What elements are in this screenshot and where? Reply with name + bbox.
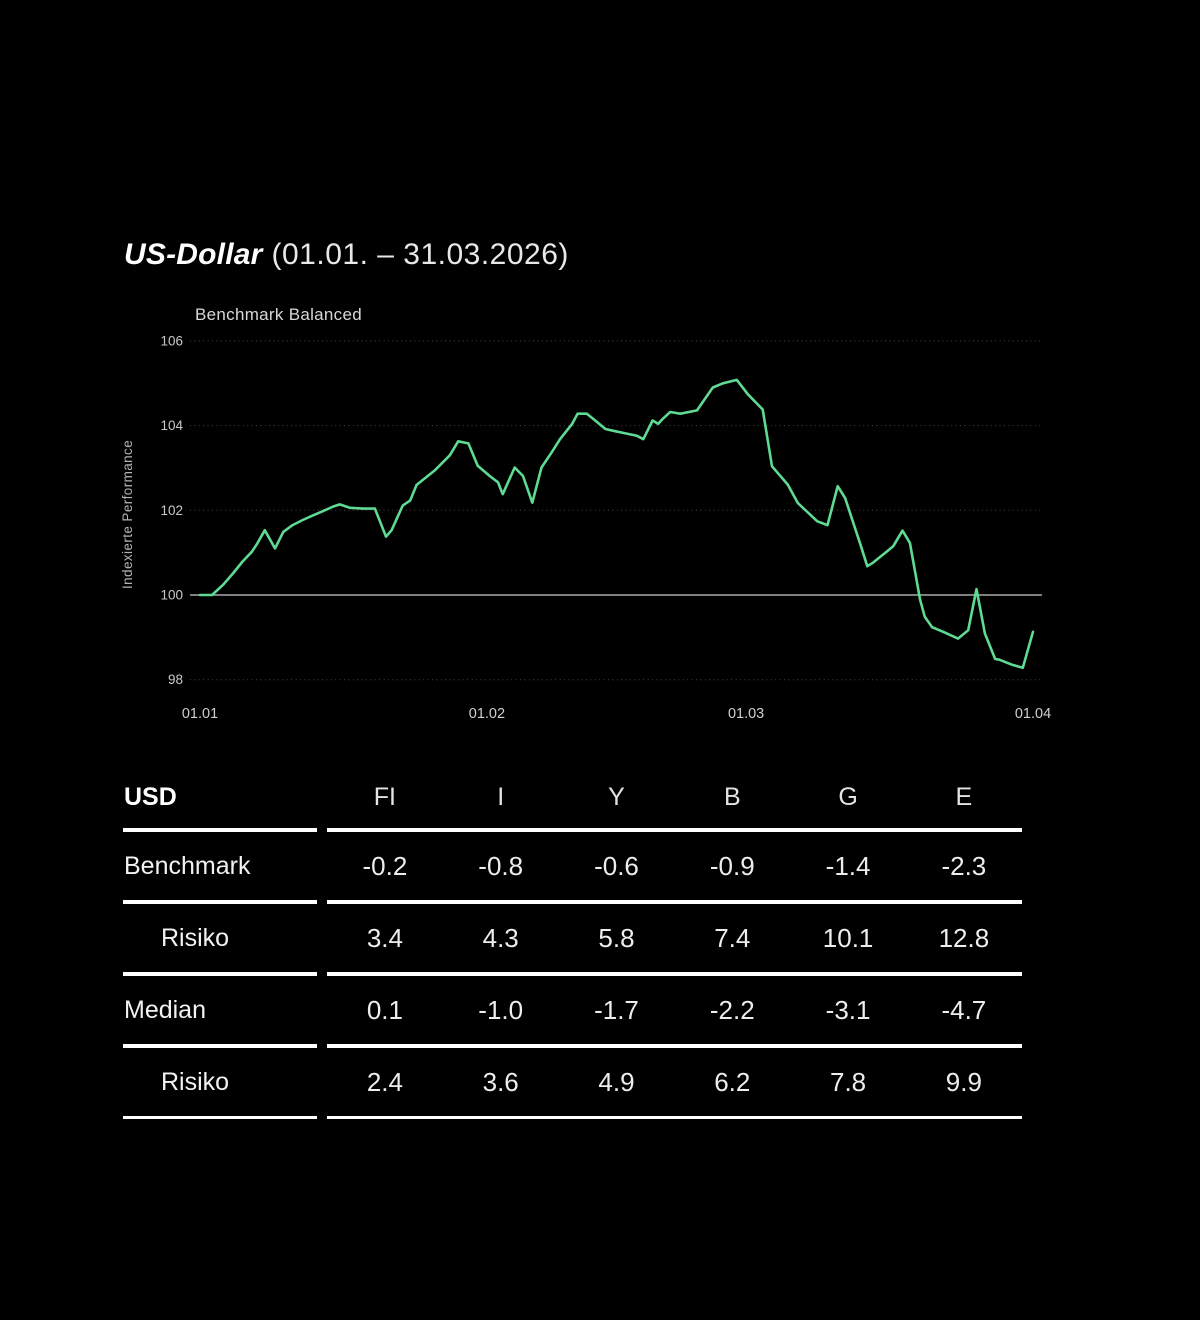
table-cell: -2.2 (709, 994, 755, 1025)
table-cell: 3.6 (482, 1066, 519, 1097)
table-cell: -4.7 (941, 994, 987, 1025)
title-instrument: US-Dollar (124, 238, 263, 271)
table-cell: -0.2 (362, 850, 408, 881)
column-header-B: B (723, 782, 741, 811)
table-cell: 5.8 (598, 922, 635, 953)
page-title: US-Dollar (01.01. – 31.03.2026) (124, 238, 569, 272)
x-tick-01.01: 01.01 (182, 706, 218, 722)
row-label: Benchmark (124, 851, 251, 880)
rule-segment (327, 1116, 1022, 1119)
benchmark-balanced-line (198, 378, 1035, 670)
column-header-G: G (838, 782, 858, 811)
table-cell: 9.9 (945, 1066, 982, 1097)
y-tick-102: 102 (160, 503, 183, 518)
table-cell: -1.7 (594, 994, 639, 1025)
table-row-benchmark-0: Benchmark -0.2 -0.8 -0.6 -0.9 -1.4 -2.3 (123, 832, 1022, 900)
table-cell: 4.3 (482, 922, 519, 953)
title-period: (01.01. – 31.03.2026) (271, 238, 569, 271)
x-tick-01.03: 01.03 (728, 706, 764, 722)
rule-segment (123, 828, 317, 832)
table-cell: 7.4 (714, 922, 751, 953)
table-cell: 6.2 (714, 1066, 751, 1097)
table-rule (123, 900, 1022, 904)
performance-chart: 98 100 102 104 106 01.01 01.02 01.03 01.04 (160, 333, 1051, 722)
table-cell: 2.4 (366, 1066, 403, 1097)
table-rule (123, 828, 1022, 832)
y-axis-tick-labels: 98 100 102 104 106 (160, 333, 183, 687)
table-cell: -2.3 (941, 850, 987, 881)
rule-segment (327, 1044, 1022, 1048)
table-cell: -0.9 (709, 850, 755, 881)
rule-gap (317, 900, 327, 904)
table-rule (123, 1044, 1022, 1048)
rule-gap (317, 1044, 327, 1048)
column-header-FI: FI (373, 782, 396, 811)
table-cell: 10.1 (822, 922, 874, 953)
table-cell: 0.1 (366, 994, 403, 1025)
table-cell: 3.4 (366, 922, 403, 953)
table-cell: -0.6 (594, 850, 639, 881)
table-cell: -1.4 (825, 850, 871, 881)
rule-segment (123, 972, 317, 976)
table-cell: -0.8 (478, 850, 524, 881)
rule-segment (123, 1116, 317, 1119)
table-cell: 7.8 (830, 1066, 867, 1097)
y-tick-100: 100 (160, 588, 183, 603)
gridlines (190, 340, 1042, 681)
table-row-risiko-3: Risiko 2.4 3.6 4.9 6.2 7.8 9.9 (123, 1048, 1022, 1116)
rule-segment (123, 900, 317, 904)
rule-segment (327, 972, 1022, 976)
row-label: Risiko (161, 1067, 230, 1096)
rule-segment (123, 1044, 317, 1048)
x-axis-tick-labels: 01.01 01.02 01.03 01.04 (182, 706, 1051, 722)
column-header-I: I (497, 782, 505, 811)
table-rule (123, 972, 1022, 976)
x-tick-01.02: 01.02 (469, 706, 505, 722)
table-rule (123, 1116, 1022, 1119)
table-header-row: USD FI I Y B G E (123, 766, 1022, 828)
column-header-E: E (955, 782, 973, 811)
row-label: Median (124, 995, 206, 1024)
table-corner-label: USD (124, 782, 177, 811)
rule-gap (317, 1116, 327, 1119)
table-cell: -1.0 (478, 994, 524, 1025)
x-tick-01.04: 01.04 (1015, 706, 1051, 722)
y-tick-98: 98 (168, 672, 183, 687)
row-label: Risiko (161, 923, 230, 952)
table-row-median-2: Median 0.1 -1.0 -1.7 -2.2 -3.1 -4.7 (123, 976, 1022, 1044)
rule-segment (327, 828, 1022, 832)
rule-segment (327, 900, 1022, 904)
risk-return-table: USD FI I Y B G E Benchmark -0.2 -0.8 -0.6 -0.9 -1.4 -… (123, 766, 1022, 1119)
table-cell: 12.8 (938, 922, 990, 953)
table-cell: 4.9 (598, 1066, 635, 1097)
table-cell: -3.1 (825, 994, 871, 1025)
y-tick-106: 106 (160, 333, 183, 348)
series-legend-label: Benchmark Balanced (195, 305, 362, 324)
rule-gap (317, 828, 327, 832)
column-header-Y: Y (608, 782, 625, 811)
table-row-risiko-1: Risiko 3.4 4.3 5.8 7.4 10.1 12.8 (123, 904, 1022, 972)
rule-gap (317, 972, 327, 976)
y-tick-104: 104 (160, 418, 183, 433)
y-axis-title: Indexierte Performance (120, 439, 135, 589)
